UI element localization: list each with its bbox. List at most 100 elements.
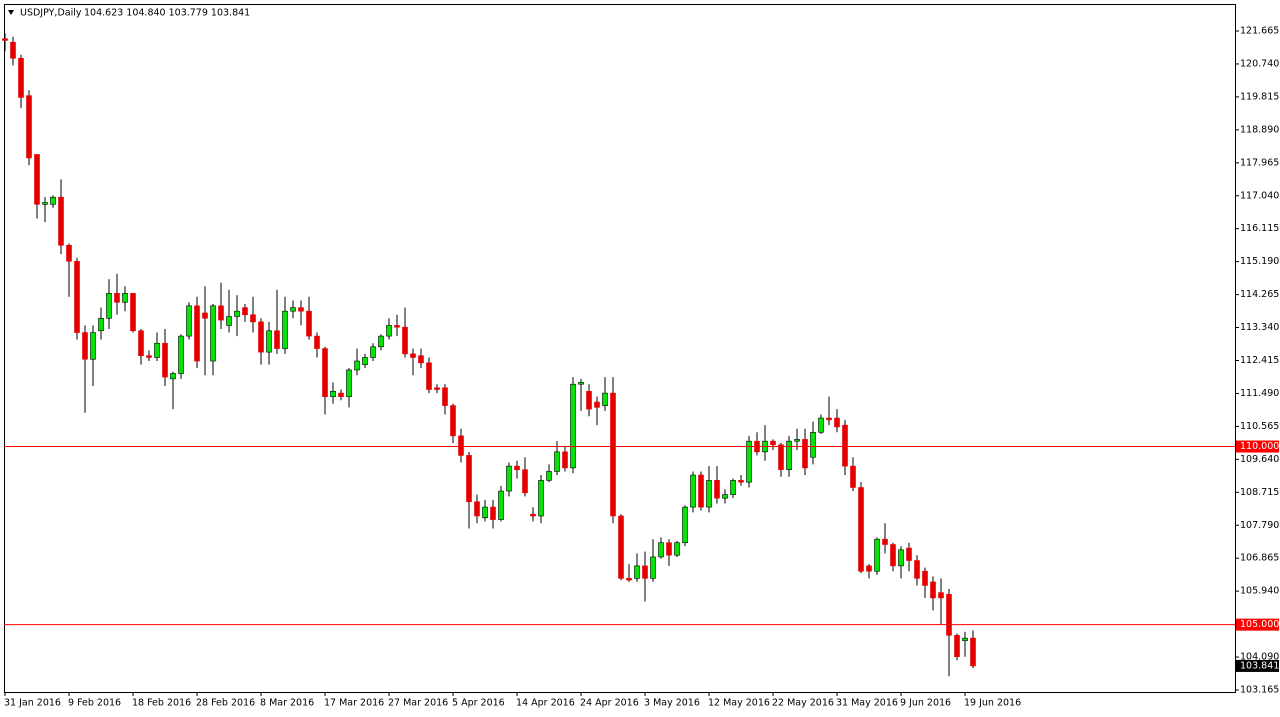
candle-body <box>794 439 800 442</box>
candle-body <box>522 469 528 494</box>
candle-body <box>322 348 328 397</box>
candle-body <box>386 325 392 337</box>
candle-body <box>738 480 744 483</box>
candle-body <box>346 369 352 397</box>
candle-body <box>58 196 64 246</box>
x-tick-label: 5 Apr 2016 <box>452 698 505 709</box>
y-tick-label: 116.115 <box>1240 223 1279 234</box>
candle-body <box>306 310 312 337</box>
level-label-box <box>1236 440 1279 453</box>
y-tick-label: 103.165 <box>1240 685 1279 696</box>
candle-body <box>26 95 32 159</box>
candle-body <box>650 556 656 579</box>
candle-body <box>618 515 624 579</box>
plot-frame <box>4 4 1236 693</box>
candle-body <box>906 547 912 561</box>
candle-body <box>714 480 720 499</box>
y-tick-label: 110.565 <box>1240 421 1279 432</box>
candle-body <box>298 307 304 312</box>
candle-body <box>18 57 24 98</box>
x-tick-label: 22 May 2016 <box>772 698 834 709</box>
x-tick-label: 3 May 2016 <box>644 698 700 709</box>
candle-body <box>498 490 504 520</box>
candle-body <box>130 293 136 332</box>
candle-body <box>170 373 176 380</box>
candle-body <box>666 542 672 556</box>
candle-body <box>2 38 8 41</box>
candle-body <box>562 451 568 469</box>
candle-body <box>362 357 368 365</box>
candle-body <box>106 293 112 319</box>
candle-body <box>434 387 440 390</box>
candle-body <box>186 305 192 337</box>
candle-body <box>722 494 728 499</box>
x-tick-label: 31 Jan 2016 <box>4 698 61 709</box>
y-tick-label: 121.665 <box>1240 26 1279 37</box>
candle-body <box>418 355 424 364</box>
candle-body <box>330 391 336 397</box>
candle-body <box>202 312 208 319</box>
candle-body <box>514 465 520 470</box>
candle-body <box>658 542 664 558</box>
x-tick-label: 14 Apr 2016 <box>516 698 575 709</box>
candle-body <box>570 383 576 469</box>
candle-body <box>226 316 232 326</box>
candle-body <box>930 581 936 599</box>
candle-body <box>578 382 584 385</box>
candle-body <box>450 405 456 437</box>
candle-body <box>626 578 632 581</box>
y-tick-label: 105.940 <box>1240 586 1279 597</box>
y-tick-label: 119.815 <box>1240 91 1279 102</box>
y-tick-label: 111.490 <box>1240 388 1279 399</box>
candle-body <box>586 391 592 410</box>
candle-body <box>338 392 344 397</box>
candle-body <box>482 506 488 519</box>
candle-body <box>154 342 160 358</box>
candle-body <box>42 202 48 205</box>
x-tick-label: 18 Feb 2016 <box>132 698 191 709</box>
x-tick-label: 19 Jun 2016 <box>964 698 1021 709</box>
candle-body <box>426 362 432 390</box>
candle-body <box>546 471 552 481</box>
x-tick-label: 12 May 2016 <box>708 698 770 709</box>
x-tick-label: 28 Feb 2016 <box>196 698 255 709</box>
candle-body <box>698 474 704 508</box>
candle-body <box>682 506 688 544</box>
y-tick-label: 106.865 <box>1240 553 1279 564</box>
candle-body <box>274 330 280 349</box>
candle-body <box>210 305 216 362</box>
candle-body <box>490 506 496 520</box>
candle-body <box>610 392 616 517</box>
candle-body <box>938 592 944 599</box>
y-tick-label: 108.715 <box>1240 487 1279 498</box>
candle-body <box>882 538 888 545</box>
level-label-box <box>1236 618 1279 631</box>
candle-body <box>970 637 976 667</box>
y-tick-label: 107.790 <box>1240 520 1279 531</box>
candle-body <box>474 501 480 517</box>
candle-body <box>466 455 472 503</box>
x-tick-label: 27 Mar 2016 <box>388 698 448 709</box>
candle-body <box>98 317 104 332</box>
candle-body <box>10 41 16 59</box>
candle-body <box>842 424 848 467</box>
candle-body <box>778 444 784 470</box>
candle-body <box>690 474 696 508</box>
x-tick-label: 17 Mar 2016 <box>324 698 384 709</box>
candle-body <box>634 565 640 579</box>
candle-body <box>162 342 168 378</box>
ohlc-values: 104.623 104.840 103.779 103.841 <box>84 8 250 19</box>
x-tick-label: 8 Mar 2016 <box>260 698 314 709</box>
candle-body <box>922 570 928 586</box>
y-tick-label: 104.090 <box>1240 652 1279 663</box>
y-tick-label: 120.740 <box>1240 58 1279 69</box>
y-tick-label: 117.965 <box>1240 157 1279 168</box>
candle-body <box>50 196 56 205</box>
candle-body <box>914 560 920 579</box>
candle-body <box>850 465 856 488</box>
candle-body <box>82 332 88 360</box>
candle-body <box>90 332 96 360</box>
candle-body <box>706 480 712 508</box>
